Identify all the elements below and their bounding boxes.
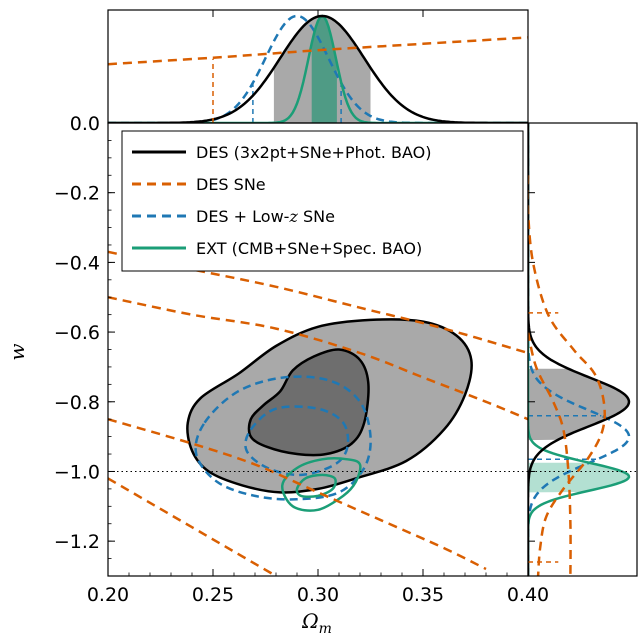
y-tick-label: −0.4 — [54, 252, 100, 274]
sne-contour-95-lower — [108, 477, 277, 576]
ext-contour-95 — [281, 457, 362, 512]
legend-entry-des: DES (3x2pt+SNe+Phot. BAO) — [132, 143, 431, 162]
legend-label-lowz-suffix: SNe — [298, 207, 335, 226]
des-w-marginal — [528, 123, 631, 576]
x-axis-label-symbol: Ω — [301, 609, 319, 633]
y-axis-label: w — [5, 343, 29, 360]
x-axis-label: Ωm — [301, 609, 332, 637]
sne-omega-m-marginal — [108, 36, 528, 66]
sne-contour-68-lower — [108, 418, 487, 571]
sne-w-marginal-alt — [528, 331, 572, 576]
ext-w-marginal — [528, 123, 631, 576]
lowz-contour-68 — [244, 405, 350, 477]
legend-label-sne: DES SNe — [196, 175, 266, 194]
svg-text:Ωm: Ωm — [301, 609, 332, 637]
legend-entry-ext: EXT (CMB+SNe+Spec. BAO) — [132, 239, 422, 258]
x-tick-label: 0.30 — [297, 584, 339, 606]
legend-entry-lowz: DES + Low-z SNe — [132, 207, 335, 226]
legend: DES (3x2pt+SNe+Phot. BAO) DES SNe DES + … — [121, 130, 524, 272]
w-marginal-panel — [527, 122, 638, 577]
legend-box — [121, 130, 524, 272]
y-tick-label: −0.8 — [54, 392, 100, 414]
legend-label-lowz-var: z — [288, 207, 298, 226]
des-contour-68 — [247, 348, 370, 457]
legend-label-lowz-prefix: DES + Low- — [196, 207, 289, 226]
y-tick-label: −1.0 — [54, 461, 100, 483]
legend-label-ext: EXT (CMB+SNe+Spec. BAO) — [196, 239, 422, 258]
legend-entry-sne: DES SNe — [132, 175, 266, 194]
sne-w-marginal — [528, 175, 606, 576]
x-axis-label-subscript: m — [319, 621, 332, 637]
ext-w-68-shade — [528, 462, 629, 493]
x-tick-label: 0.20 — [87, 584, 129, 606]
ext-omega-m-marginal — [108, 14, 528, 123]
y-tick-label: −0.6 — [54, 322, 100, 344]
x-tick-label: 0.40 — [507, 584, 549, 606]
ext-omega-m-68-shade — [311, 16, 337, 123]
y-tick-label: −1.2 — [54, 531, 100, 553]
x-tick-label: 0.35 — [402, 584, 444, 606]
y-tick-label: −0.2 — [54, 183, 100, 205]
axis-ticks: 0.20 0.25 0.30 0.35 0.40 −0.2 −0.4 −0.6 −0.8 −1.0… — [54, 10, 549, 606]
legend-label-lowz: DES + Low-z SNe — [196, 207, 335, 226]
x-tick-label: 0.25 — [192, 584, 234, 606]
top-panel-tick-0: 0.0 — [70, 113, 100, 135]
ext-contour-68 — [295, 473, 337, 498]
legend-label-des: DES (3x2pt+SNe+Phot. BAO) — [196, 143, 431, 162]
des-w-68-shade — [528, 368, 629, 441]
lowz-contour-95 — [194, 375, 372, 501]
sne-contour-68-upper — [108, 295, 528, 421]
